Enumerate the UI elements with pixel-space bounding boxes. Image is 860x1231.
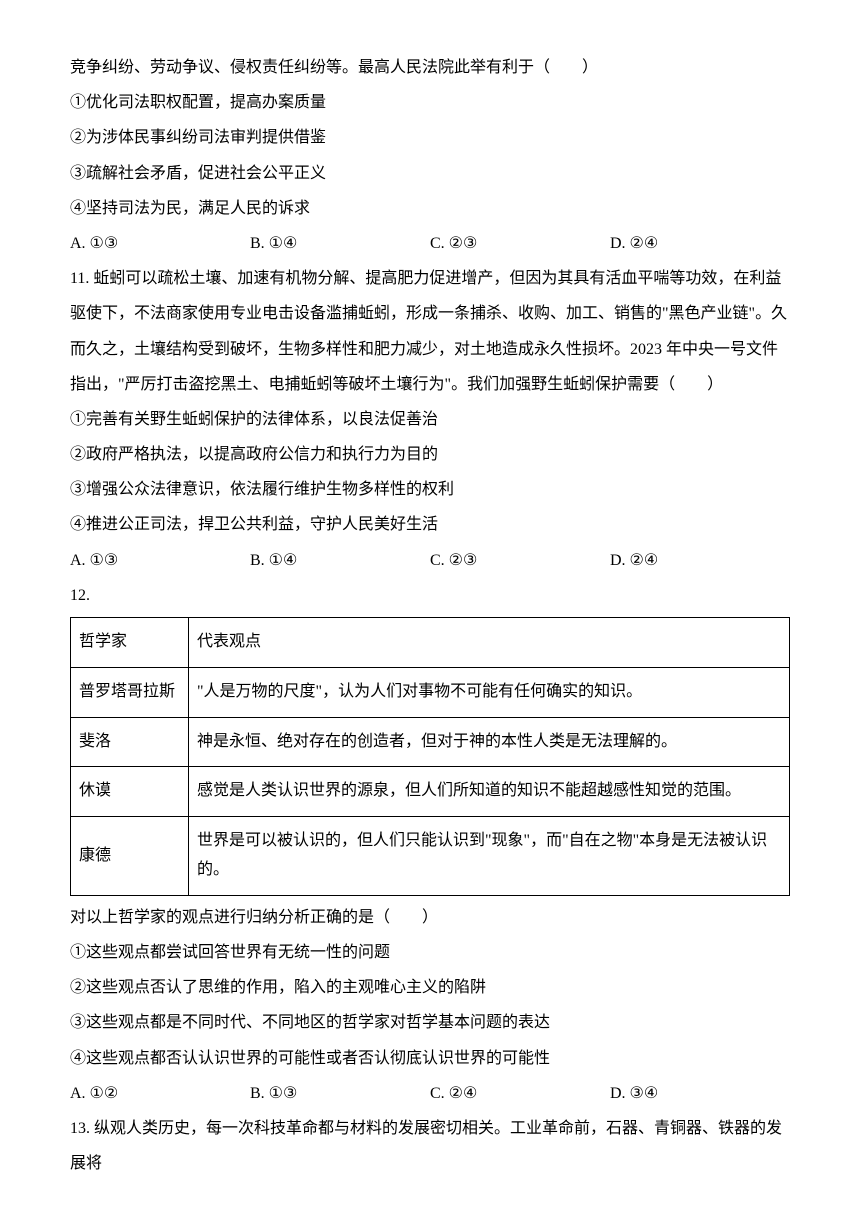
q12-option-c: C. ②④ bbox=[430, 1076, 610, 1111]
q12-option-b: B. ①③ bbox=[250, 1076, 430, 1111]
q11-statement-2: ②政府严格执法，以提高政府公信力和执行力为目的 bbox=[70, 437, 790, 472]
q12-statement-1: ①这些观点都尝试回答世界有无统一性的问题 bbox=[70, 935, 790, 970]
q12-statement-2: ②这些观点否认了思维的作用，陷入的主观唯心主义的陷阱 bbox=[70, 970, 790, 1005]
table-header-philosopher: 哲学家 bbox=[71, 618, 189, 668]
table-row: 哲学家 代表观点 bbox=[71, 618, 790, 668]
table-cell-view: 世界是可以被认识的，但人们只能认识到"现象"，而"自在之物"本身是无法被认识的。 bbox=[189, 817, 790, 896]
q10-options: A. ①③ B. ①④ C. ②③ D. ②④ bbox=[70, 226, 790, 261]
table-row: 斐洛 神是永恒、绝对存在的创造者，但对于神的本性人类是无法理解的。 bbox=[71, 717, 790, 767]
table-row: 普罗塔哥拉斯 "人是万物的尺度"，认为人们对事物不可能有任何确实的知识。 bbox=[71, 667, 790, 717]
table-cell-view: 感觉是人类认识世界的源泉，但人们所知道的知识不能超越感性知觉的范围。 bbox=[189, 767, 790, 817]
q11-option-c: C. ②③ bbox=[430, 543, 610, 578]
q12-table: 哲学家 代表观点 普罗塔哥拉斯 "人是万物的尺度"，认为人们对事物不可能有任何确… bbox=[70, 617, 790, 896]
q13-stem: 13. 纵观人类历史，每一次科技革命都与材料的发展密切相关。工业革命前，石器、青… bbox=[70, 1111, 790, 1181]
q10-option-c: C. ②③ bbox=[430, 226, 610, 261]
q12-option-d: D. ③④ bbox=[610, 1076, 790, 1111]
q11-option-a: A. ①③ bbox=[70, 543, 250, 578]
q12-statement-4: ④这些观点都否认认识世界的可能性或者否认彻底认识世界的可能性 bbox=[70, 1041, 790, 1076]
q10-option-a: A. ①③ bbox=[70, 226, 250, 261]
q10-statement-2: ②为涉体民事纠纷司法审判提供借鉴 bbox=[70, 120, 790, 155]
q11-statement-3: ③增强公众法律意识，依法履行维护生物多样性的权利 bbox=[70, 472, 790, 507]
q12-number: 12. bbox=[70, 578, 790, 613]
table-cell-name: 普罗塔哥拉斯 bbox=[71, 667, 189, 717]
table-row: 休谟 感觉是人类认识世界的源泉，但人们所知道的知识不能超越感性知觉的范围。 bbox=[71, 767, 790, 817]
table-cell-view: 神是永恒、绝对存在的创造者，但对于神的本性人类是无法理解的。 bbox=[189, 717, 790, 767]
table-cell-name: 康德 bbox=[71, 817, 189, 896]
q10-line1: 竞争纠纷、劳动争议、侵权责任纠纷等。最高人民法院此举有利于（ ） bbox=[70, 50, 790, 85]
table-cell-view: "人是万物的尺度"，认为人们对事物不可能有任何确实的知识。 bbox=[189, 667, 790, 717]
q11-options: A. ①③ B. ①④ C. ②③ D. ②④ bbox=[70, 543, 790, 578]
q10-statement-4: ④坚持司法为民，满足人民的诉求 bbox=[70, 191, 790, 226]
q10-option-d: D. ②④ bbox=[610, 226, 790, 261]
q10-statement-1: ①优化司法职权配置，提高办案质量 bbox=[70, 85, 790, 120]
q12-after: 对以上哲学家的观点进行归纳分析正确的是（ ） bbox=[70, 900, 790, 935]
q12-statement-3: ③这些观点都是不同时代、不同地区的哲学家对哲学基本问题的表达 bbox=[70, 1005, 790, 1040]
q11-statement-4: ④推进公正司法，捍卫公共利益，守护人民美好生活 bbox=[70, 507, 790, 542]
table-header-viewpoint: 代表观点 bbox=[189, 618, 790, 668]
q12-options: A. ①② B. ①③ C. ②④ D. ③④ bbox=[70, 1076, 790, 1111]
table-row: 康德 世界是可以被认识的，但人们只能认识到"现象"，而"自在之物"本身是无法被认… bbox=[71, 817, 790, 896]
q11-option-d: D. ②④ bbox=[610, 543, 790, 578]
table-cell-name: 休谟 bbox=[71, 767, 189, 817]
q10-statement-3: ③疏解社会矛盾，促进社会公平正义 bbox=[70, 156, 790, 191]
q11-stem: 11. 蚯蚓可以疏松土壤、加速有机物分解、提高肥力促进增产，但因为其具有活血平喘… bbox=[70, 261, 790, 402]
q12-option-a: A. ①② bbox=[70, 1076, 250, 1111]
q11-statement-1: ①完善有关野生蚯蚓保护的法律体系，以良法促善治 bbox=[70, 402, 790, 437]
q10-option-b: B. ①④ bbox=[250, 226, 430, 261]
q11-option-b: B. ①④ bbox=[250, 543, 430, 578]
table-cell-name: 斐洛 bbox=[71, 717, 189, 767]
